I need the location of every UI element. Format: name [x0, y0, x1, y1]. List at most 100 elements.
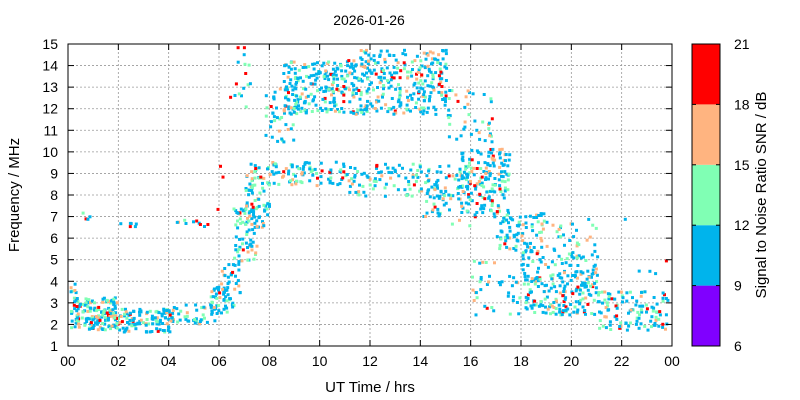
data-point-high-snr — [254, 167, 258, 170]
data-point — [226, 293, 230, 297]
data-point — [237, 92, 241, 96]
data-point — [466, 173, 470, 177]
y-axis-label: Frequency / MHz — [6, 138, 23, 252]
data-point — [557, 303, 561, 307]
data-point — [179, 309, 183, 313]
data-point — [292, 60, 296, 64]
data-point — [543, 297, 547, 301]
data-point — [209, 295, 213, 299]
data-point — [108, 308, 112, 312]
data-point — [464, 95, 468, 99]
data-point — [108, 301, 112, 305]
data-point — [348, 65, 352, 69]
data-point — [287, 71, 291, 74]
data-point — [432, 105, 436, 109]
data-point — [464, 178, 468, 182]
data-point — [489, 209, 493, 213]
data-point — [663, 293, 666, 297]
data-point — [458, 170, 462, 174]
x-tick-label: 00 — [664, 353, 680, 369]
data-point — [488, 132, 492, 136]
data-point — [625, 328, 629, 332]
data-point — [437, 196, 441, 200]
data-point — [264, 94, 268, 98]
data-point — [345, 173, 349, 176]
data-point — [550, 304, 554, 308]
data-point — [635, 316, 639, 320]
data-point — [144, 323, 148, 327]
data-point — [469, 132, 473, 136]
data-point — [236, 226, 240, 230]
data-point — [351, 93, 355, 97]
data-point — [576, 308, 580, 312]
data-point-high-snr — [437, 82, 441, 86]
data-point — [544, 305, 547, 309]
data-point — [557, 227, 561, 231]
data-point — [169, 319, 173, 323]
data-point — [358, 97, 362, 101]
data-point — [184, 222, 188, 225]
data-point — [657, 324, 661, 328]
data-point — [475, 128, 479, 132]
x-tick-label: 16 — [463, 353, 479, 369]
data-point — [354, 190, 358, 194]
data-point — [375, 163, 379, 167]
data-point — [496, 204, 500, 208]
data-point — [376, 61, 380, 65]
data-point — [447, 135, 451, 139]
data-point — [289, 179, 293, 183]
data-point — [329, 168, 333, 172]
data-point — [526, 263, 530, 267]
data-point — [477, 161, 480, 165]
data-point — [315, 184, 319, 188]
data-point — [545, 220, 549, 224]
data-point — [107, 306, 111, 310]
data-point — [331, 67, 335, 71]
data-point — [323, 100, 327, 104]
data-point — [102, 311, 106, 315]
data-point — [538, 258, 542, 262]
data-point — [352, 111, 356, 115]
data-point — [541, 310, 545, 314]
data-point — [650, 325, 653, 329]
data-point — [521, 257, 525, 261]
data-point — [168, 330, 172, 334]
data-point — [415, 173, 418, 177]
data-point — [245, 230, 249, 234]
data-point — [357, 190, 361, 194]
data-point — [635, 299, 639, 303]
data-point — [447, 116, 451, 120]
data-point — [170, 316, 174, 320]
data-point — [232, 207, 236, 211]
data-point — [490, 140, 494, 144]
data-point — [90, 326, 94, 330]
data-point — [238, 217, 242, 221]
data-point — [504, 239, 508, 243]
data-point — [338, 182, 342, 186]
data-point — [604, 326, 608, 330]
data-point — [386, 79, 389, 83]
data-point — [289, 61, 293, 65]
data-point — [664, 313, 668, 317]
data-point — [98, 318, 102, 322]
data-point — [532, 278, 536, 282]
data-point — [444, 100, 447, 103]
x-tick-label: 08 — [262, 353, 278, 369]
data-point — [640, 310, 644, 314]
data-point — [240, 94, 243, 98]
data-point — [72, 296, 76, 300]
data-point — [212, 306, 216, 309]
data-point — [397, 83, 400, 87]
data-point — [466, 175, 469, 179]
data-point — [324, 107, 328, 111]
data-point — [255, 205, 259, 209]
data-point — [406, 99, 410, 103]
data-point — [652, 306, 656, 310]
data-point — [549, 303, 553, 307]
data-point — [593, 281, 597, 285]
x-tick-label: 02 — [111, 353, 127, 369]
data-point — [291, 178, 295, 182]
data-point — [301, 66, 305, 69]
data-point — [562, 290, 566, 293]
